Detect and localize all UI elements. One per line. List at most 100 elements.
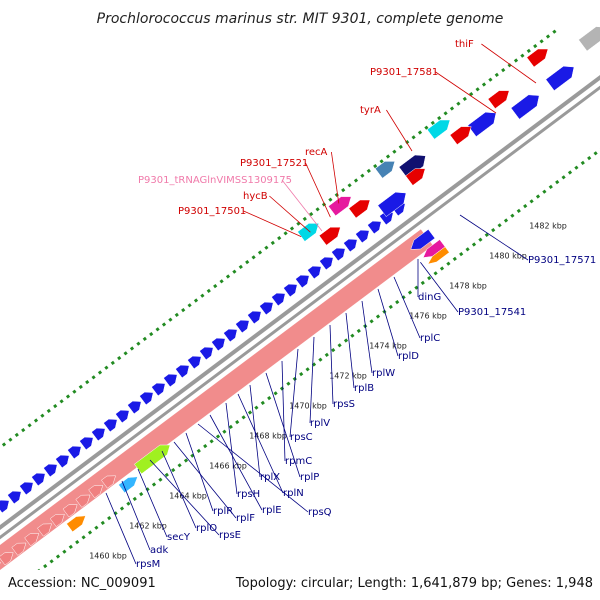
gc-dot [228,424,233,429]
gc-dot [343,338,349,343]
backbone-line [0,75,600,531]
gene-label: P9301_17581 [370,67,438,78]
trna-feature [426,119,451,140]
gene-label: rpsQ [308,507,332,518]
gc-dot [187,303,192,308]
gc-dot [545,34,551,39]
gc-dot [398,144,403,150]
callout-line [305,162,331,218]
callout-line [361,300,373,374]
gc-dot [193,298,199,303]
reverse-feature [24,533,40,547]
gc-dot [488,77,493,82]
gc-dot [535,194,541,199]
gc-dot [529,199,534,204]
gc-dot [55,554,61,559]
gene-label: rplX [260,472,280,483]
gc-dot [478,237,483,242]
callout-line [269,195,311,233]
gc-dot [503,218,509,223]
gene-label: rplV [310,418,330,429]
gc-dot [139,492,144,497]
forward-cds-feature [67,445,82,460]
forward-cds-feature [19,481,34,496]
gc-dot [107,516,112,521]
gc-dot [119,506,125,511]
callout-line [185,432,214,512]
gene-label: dinG [418,292,441,303]
gc-dot [437,115,442,121]
gene-label: rplB [354,383,374,394]
callout-line [481,43,537,84]
gc-dot [341,187,346,193]
misc-feature [66,515,86,533]
gc-dot [443,111,448,116]
gc-dot [273,391,278,396]
gc-dot [65,394,71,399]
genome-backbone [0,75,600,540]
gc-dot [46,408,51,413]
gc-dot [321,202,327,207]
gene-label: thiF [455,39,474,50]
gc-dot [353,178,359,183]
misc-feature [374,161,396,179]
gc-dot [286,381,291,386]
forward-cds-feature [127,400,142,415]
gc-dot [523,203,528,209]
reverse-cds-feature [410,229,436,250]
gc-dot [225,274,231,279]
map-title: Prochlorococcus marinus str. MIT 9301, c… [97,11,504,27]
gc-dot [318,357,323,362]
gc-dot [433,271,438,276]
gc-dot [206,288,211,293]
gc-dot [449,106,455,111]
gc-dot [587,155,592,161]
gc-dot [270,240,275,246]
forward-cds-feature [139,391,154,406]
gene-label: P9301_tRNAGlnVIMSS1309175 [138,175,292,186]
gc-dot [379,159,384,164]
callout-line [161,450,197,529]
gc-dot [110,360,115,365]
gene-label: rplD [398,351,419,362]
gc-dot [395,300,400,305]
gc-dot [513,58,519,63]
kbp-tick-label: 1476 kbp [409,312,447,321]
gene-label: rpsS [333,399,355,410]
callout-line [197,423,309,513]
gc-dot [62,549,67,554]
gc-dot [375,314,381,319]
rna-feature [318,226,341,246]
gc-dot [136,341,141,346]
gc-dot [72,389,77,394]
rna-feature [348,199,371,219]
forward-cds-feature [91,427,106,442]
gc-dot [21,428,26,433]
gc-dot [360,173,365,178]
gc-dot [328,197,333,202]
gc-dot [264,245,269,250]
callout-line [137,468,168,538]
gc-dot [439,266,445,271]
forward-cds-feature [307,265,322,280]
gc-dot [567,170,573,175]
kbp-tick-label: 1466 kbp [209,462,247,471]
gc-dot [222,429,227,434]
gc-dot [347,183,352,188]
forward-cds-feature [223,328,238,343]
gene-label: rpsE [219,530,241,541]
gc-dot [75,540,80,545]
forward-cds-feature [283,283,298,298]
callout-line [225,402,238,495]
gc-dot [213,284,218,289]
gc-dot [427,276,432,281]
gc-dot [424,125,429,130]
reverse-feature [101,475,116,489]
gc-dot [385,154,391,159]
gene-features [0,26,600,566]
gene-label: adk [150,545,168,556]
callout-line [243,210,302,237]
forward-cds-feature [55,454,70,469]
gc-dot [315,207,320,212]
gene-label: rpsM [136,559,160,570]
